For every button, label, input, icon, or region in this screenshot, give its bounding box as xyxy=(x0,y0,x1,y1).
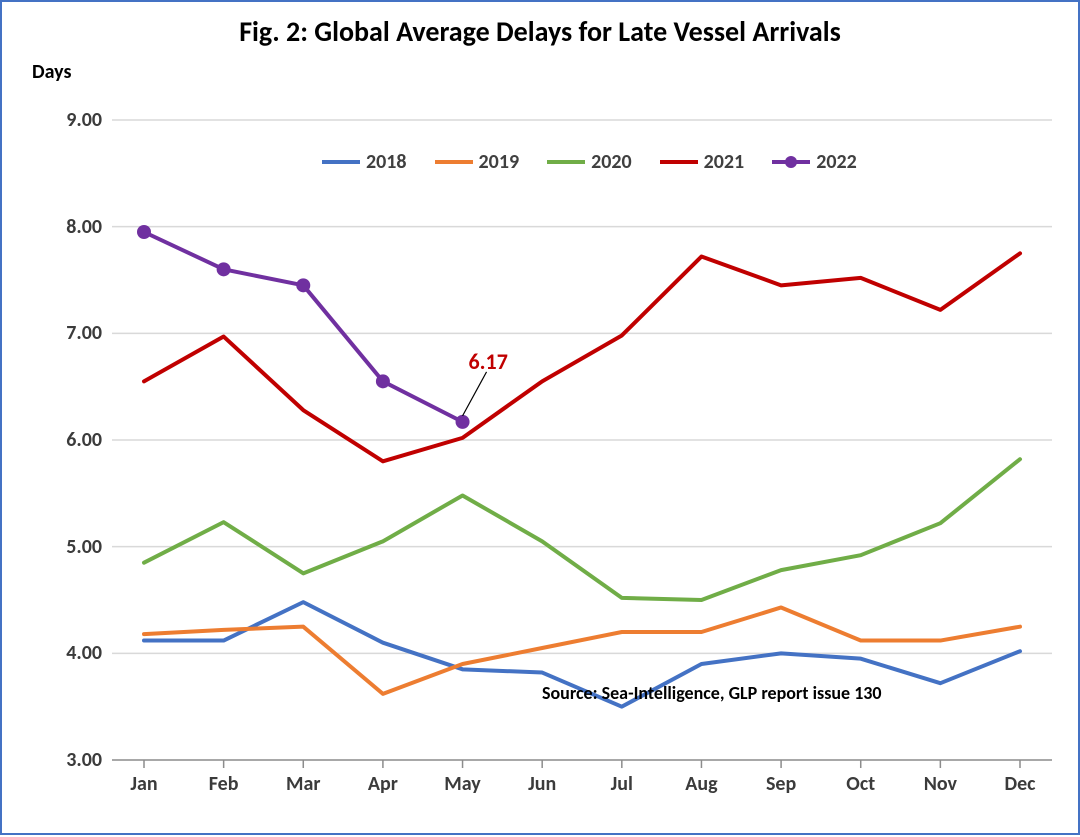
legend-label: 2018 xyxy=(366,150,407,174)
legend-swatch xyxy=(547,154,585,170)
legend-label: 2020 xyxy=(591,150,632,174)
legend-item: 2019 xyxy=(435,150,520,174)
legend-swatch xyxy=(660,154,698,170)
x-tick-label: Mar xyxy=(273,772,333,796)
y-tick-label: 8.00 xyxy=(42,215,102,239)
legend-item: 2018 xyxy=(322,150,407,174)
x-tick-label: Sep xyxy=(751,772,811,796)
legend-label: 2021 xyxy=(704,150,745,174)
legend: 2018 2019 2020 2021 2022 xyxy=(322,150,857,174)
chart-frame: Fig. 2: Global Average Delays for Late V… xyxy=(0,0,1080,835)
legend-item: 2021 xyxy=(660,150,745,174)
y-tick-label: 4.00 xyxy=(42,641,102,665)
plot-area xyxy=(2,2,1080,837)
y-tick-label: 3.00 xyxy=(42,748,102,772)
legend-label: 2019 xyxy=(479,150,520,174)
x-tick-label: Apr xyxy=(353,772,413,796)
x-tick-label: May xyxy=(433,772,493,796)
legend-label: 2022 xyxy=(816,150,857,174)
x-tick-label: Feb xyxy=(194,772,254,796)
annotation-label: 6.17 xyxy=(469,348,508,375)
y-tick-label: 7.00 xyxy=(42,321,102,345)
legend-swatch xyxy=(435,154,473,170)
legend-item: 2020 xyxy=(547,150,632,174)
x-tick-label: Dec xyxy=(990,772,1050,796)
y-tick-label: 9.00 xyxy=(42,108,102,132)
legend-swatch xyxy=(322,154,360,170)
legend-item: 2022 xyxy=(772,150,857,174)
y-tick-label: 5.00 xyxy=(42,535,102,559)
x-tick-label: Jul xyxy=(592,772,652,796)
source-text: Source: Sea-Intelligence, GLP report iss… xyxy=(542,682,882,704)
y-tick-label: 6.00 xyxy=(42,428,102,452)
x-tick-label: Jun xyxy=(512,772,572,796)
x-tick-label: Oct xyxy=(831,772,891,796)
x-tick-label: Nov xyxy=(910,772,970,796)
x-tick-label: Aug xyxy=(671,772,731,796)
x-tick-label: Jan xyxy=(114,772,174,796)
legend-swatch xyxy=(772,154,810,170)
